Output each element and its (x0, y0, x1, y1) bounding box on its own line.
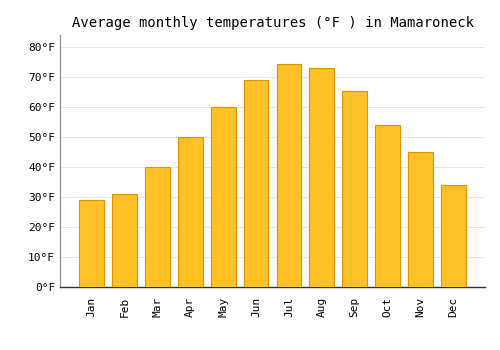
Bar (112, 194, 137, 287)
Bar (310, 68, 334, 287)
Title: Average monthly temperatures (°F ) in Mamaroneck: Average monthly temperatures (°F ) in Ma… (72, 16, 473, 30)
Bar (211, 107, 236, 287)
Bar (145, 167, 170, 287)
Bar (276, 63, 301, 287)
Bar (244, 80, 268, 287)
Bar (376, 125, 400, 287)
Bar (80, 200, 104, 287)
Bar (342, 91, 367, 287)
Bar (178, 137, 203, 287)
Bar (408, 152, 433, 287)
Bar (441, 185, 466, 287)
